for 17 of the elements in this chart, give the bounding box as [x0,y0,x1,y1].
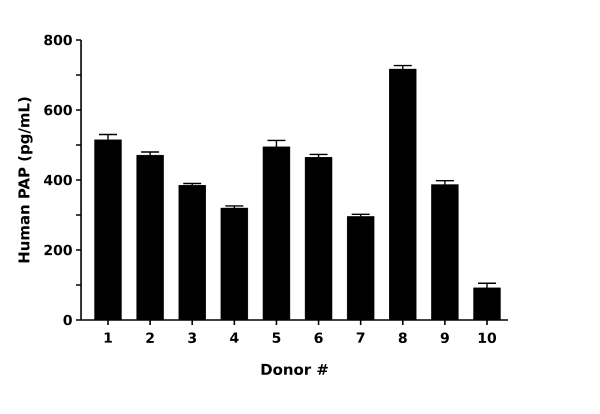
x-tick-label: 6 [314,332,323,344]
x-tick-label: 1 [104,332,112,343]
y-tick-label: 400 [44,174,72,186]
x-tick-label: 10 [478,332,496,344]
y-tick-label: 600 [44,104,72,116]
x-axis-title: Donor # [262,364,328,376]
x-tick-label: 5 [272,332,280,343]
x-tick-label: 4 [230,332,239,343]
y-axis-title: Human PAP (pg/mL) [18,98,33,262]
y-tick-label: 200 [44,244,72,256]
x-tick-label: 3 [188,332,196,344]
y-tick-label: 800 [44,34,72,46]
x-tick-label: 8 [398,332,407,344]
x-tick-label: 2 [146,332,154,343]
x-tick-label: 7 [356,332,364,343]
y-tick-label: 0 [63,314,72,326]
x-tick-label: 9 [440,332,449,344]
